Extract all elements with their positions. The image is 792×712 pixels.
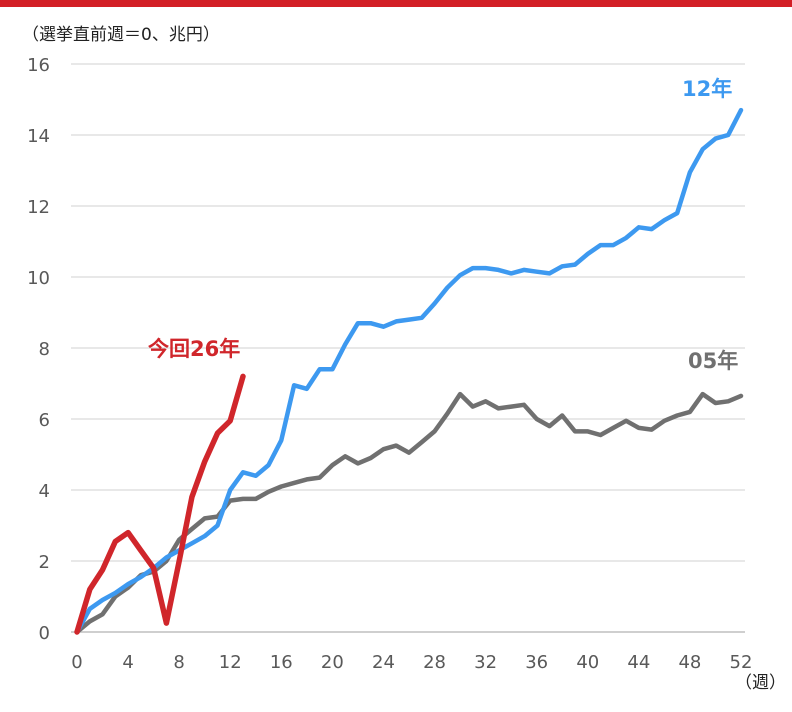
x-tick-label: 44 xyxy=(627,652,650,673)
x-unit-label: （週） xyxy=(735,673,786,693)
y-tick-label: 8 xyxy=(39,339,50,360)
y-tick-label: 2 xyxy=(39,552,50,573)
x-tick-label: 52 xyxy=(730,652,753,673)
y-tick-label: 0 xyxy=(39,623,50,644)
x-tick-label: 48 xyxy=(678,652,701,673)
series-label-2012: 12年 xyxy=(682,77,732,101)
x-axis-ticks: 0 4 8 12 16 20 24 28 32 36 40 44 48 52 xyxy=(71,652,752,673)
y-tick-label: 10 xyxy=(27,268,50,289)
gridlines xyxy=(71,63,745,633)
x-tick-label: 28 xyxy=(423,652,446,673)
x-tick-label: 16 xyxy=(270,652,293,673)
y-tick-label: 12 xyxy=(27,197,50,218)
top-accent-bar xyxy=(0,0,792,7)
y-axis-ticks: 0 2 4 6 8 10 12 14 16 xyxy=(27,55,50,644)
y-unit-label: （選挙直前週＝0、兆円） xyxy=(22,25,220,45)
x-tick-label: 8 xyxy=(173,652,184,673)
x-tick-label: 4 xyxy=(122,652,133,673)
series-label-2005: 05年 xyxy=(688,349,738,373)
x-tick-label: 32 xyxy=(474,652,497,673)
y-tick-label: 4 xyxy=(39,481,50,502)
series-lines xyxy=(74,107,744,635)
y-tick-label: 6 xyxy=(39,410,50,431)
x-tick-label: 24 xyxy=(372,652,395,673)
x-tick-label: 0 xyxy=(71,652,82,673)
series-line-0 xyxy=(74,391,744,635)
series-line-1 xyxy=(74,107,744,635)
y-tick-label: 16 xyxy=(27,55,50,76)
y-tick-label: 14 xyxy=(27,126,50,147)
x-tick-label: 12 xyxy=(219,652,242,673)
x-tick-label: 20 xyxy=(321,652,344,673)
series-line-2 xyxy=(74,373,246,635)
series-label-current: 今回26年 xyxy=(148,337,240,361)
x-tick-label: 36 xyxy=(525,652,548,673)
x-tick-label: 40 xyxy=(576,652,599,673)
